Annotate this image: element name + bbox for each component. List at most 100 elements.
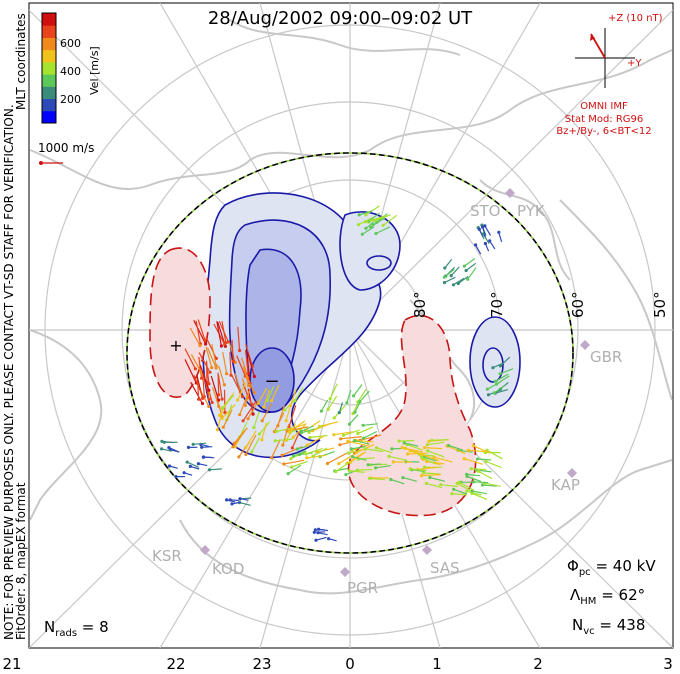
velocity-vector (317, 532, 328, 536)
vector-origin (311, 454, 315, 458)
vector-origin (284, 419, 288, 423)
vector-origin (442, 275, 447, 279)
velocity-vector (410, 468, 427, 472)
vector-origin (421, 471, 426, 475)
velocity-vector (257, 387, 268, 404)
n-vc-label: Nvc = 438 (572, 616, 645, 637)
vector-origin (241, 419, 245, 423)
mlt-tick-23: 23 (252, 655, 271, 673)
vector-origin (466, 448, 470, 452)
vector-origin (291, 435, 295, 439)
positive-potential-cell (149, 247, 477, 517)
velocity-vector (247, 400, 259, 420)
velocity-vector (374, 214, 391, 222)
vector-origin (295, 447, 299, 451)
velocity-vector (202, 373, 205, 397)
vector-origin (257, 432, 262, 436)
velocity-vector (484, 482, 501, 487)
velocity-vector (327, 395, 338, 410)
velocity-vector (456, 482, 473, 493)
vector-origin (471, 444, 476, 448)
vector-origin (193, 367, 197, 371)
velocity-vector (343, 429, 360, 436)
vector-origin (200, 445, 204, 449)
velocity-vector (211, 343, 217, 366)
velocity-vector (315, 536, 327, 541)
vector-origin (477, 227, 481, 231)
vector-origin (387, 454, 391, 458)
vector-origin (238, 497, 242, 501)
vector-origin (472, 480, 476, 484)
velocity-vector (427, 450, 445, 458)
velocity-vector (451, 493, 467, 496)
velocity-vector (457, 275, 469, 284)
velocity-vector (500, 356, 511, 367)
velocity-vector (314, 531, 326, 533)
negative-potential-cell (202, 192, 521, 459)
velocity-vector (242, 384, 253, 405)
velocity-vector (468, 449, 488, 453)
velocity-vector (429, 476, 446, 482)
velocity-vector (282, 423, 290, 446)
vector-origin (347, 422, 351, 426)
mlt-tick-0: 0 (345, 655, 355, 673)
colorbar-segment (42, 110, 56, 124)
vector-origin (214, 364, 218, 368)
vector-origin (244, 452, 248, 456)
station-label-sas: SAS (430, 559, 460, 577)
vector-origin (338, 443, 342, 447)
vector-origin (243, 403, 247, 407)
velocity-vector (317, 447, 335, 453)
vector-origin (476, 469, 481, 473)
velocity-vector (184, 359, 197, 384)
vector-origin (428, 475, 432, 480)
velocity-vector (359, 210, 373, 216)
velocity-vector (417, 466, 438, 471)
vector-origin (231, 445, 235, 449)
velocity-vector (233, 427, 248, 444)
velocity-vector (466, 475, 482, 483)
velocity-vector (440, 484, 459, 488)
vector-origin (346, 439, 350, 443)
vector-origin (291, 454, 295, 458)
vector-origin (366, 463, 370, 467)
vector-origin (408, 467, 412, 471)
vector-origin (274, 429, 278, 434)
velocity-vector (352, 456, 367, 461)
velocity-vector (197, 319, 206, 341)
velocity-vector (349, 470, 365, 473)
vector-origin (196, 462, 200, 466)
velocity-vector (484, 225, 492, 236)
vector-origin (250, 450, 254, 454)
vector-origin (426, 449, 430, 453)
vector-origin (326, 407, 330, 411)
station-label-gbr: GBR (590, 348, 622, 366)
velocity-vector (466, 490, 482, 496)
velocity-vector (289, 388, 297, 406)
lat-label-50: 50° (651, 291, 669, 318)
vector-origin (357, 213, 361, 217)
velocity-vector (312, 447, 328, 457)
vector-origin (221, 425, 225, 429)
velocity-vector (421, 473, 441, 477)
vector-origin (439, 483, 443, 487)
vector-origin (442, 281, 447, 285)
ref-vector-arrow (39, 161, 63, 165)
colorbar-segment (42, 98, 56, 112)
vector-origin (488, 239, 492, 243)
vector-origin (290, 446, 294, 450)
velocity-vector (306, 435, 325, 446)
velocity-vector (459, 481, 475, 491)
vector-origin (252, 425, 256, 430)
vector-origin (491, 366, 495, 370)
vector-origin (304, 452, 308, 456)
vector-origin (484, 459, 488, 464)
velocity-vector (246, 351, 255, 377)
velocity-colorbar (41, 12, 57, 124)
vector-origin (345, 401, 349, 405)
vector-origin (210, 400, 214, 405)
vector-origin (456, 281, 460, 286)
vector-origin (220, 406, 225, 410)
velocity-vector (207, 347, 217, 369)
vector-origin (225, 498, 229, 502)
